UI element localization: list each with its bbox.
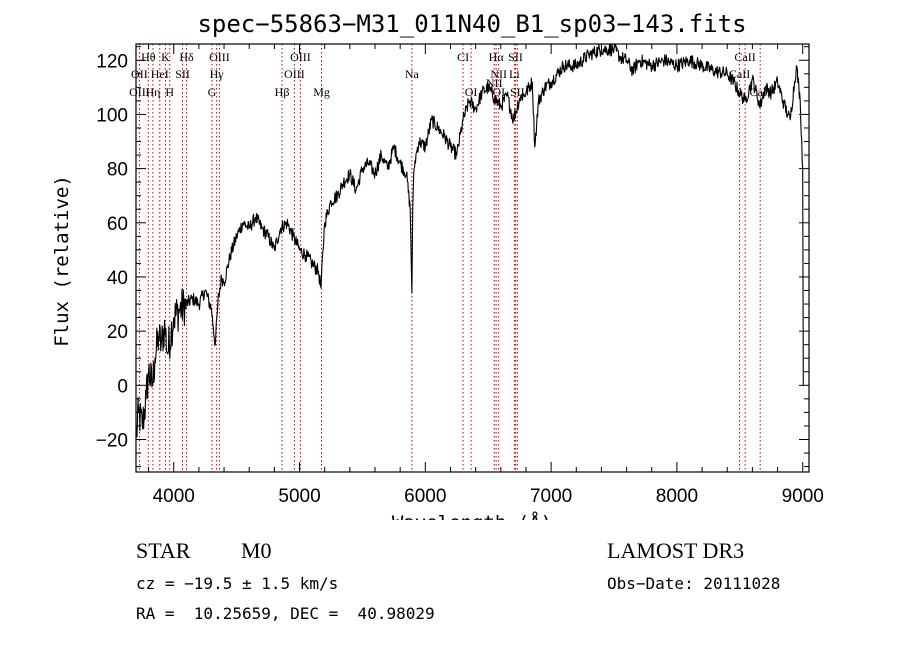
line-label: SII	[175, 67, 190, 81]
line-label: Li	[509, 67, 520, 81]
line-label: Hθ	[141, 50, 156, 64]
line-label: Mg	[313, 85, 330, 99]
x-tick-label: 6000	[404, 486, 446, 507]
line-label: OIII	[209, 50, 230, 64]
line-label: Hγ	[210, 67, 225, 81]
y-tick-label: 120	[96, 51, 128, 72]
line-label: NII	[490, 67, 507, 81]
line-label: OIII	[290, 50, 311, 64]
line-label: OIII	[284, 67, 305, 81]
line-label: OI	[465, 85, 478, 99]
line-label: K	[161, 50, 170, 64]
line-label: OIII	[129, 85, 150, 99]
x-tick-label: 9000	[782, 486, 824, 507]
obs-date: Obs−Date: 20111028	[607, 574, 781, 593]
y-axis-label: Flux (relative)	[51, 175, 73, 347]
y-tick-label: 40	[107, 268, 128, 289]
x-tick-label: 7000	[530, 486, 572, 507]
x-axis-ticks: 4000 5000 6000 7000 8000 9000	[148, 44, 824, 507]
line-markers	[138, 44, 761, 472]
chart-title: spec−55863−M31_011N40_B1_sp03−143.fits	[197, 10, 746, 38]
coordinates: RA = 10.25659, DEC = 40.98029	[136, 604, 435, 623]
line-label: CaII	[734, 50, 755, 64]
spectrum-line	[135, 43, 804, 440]
y-tick-label: −20	[96, 430, 128, 451]
line-label: CI	[457, 50, 469, 64]
line-label: Hδ	[179, 50, 194, 64]
y-tick-label: 20	[107, 322, 128, 343]
y-tick-label: 100	[96, 105, 128, 126]
line-label: G	[208, 85, 217, 99]
line-label: Hβ	[275, 85, 290, 99]
y-tick-label: 60	[107, 214, 128, 235]
line-label: SII	[508, 50, 523, 64]
line-label: H	[165, 85, 174, 99]
line-label: HeI	[151, 67, 169, 81]
survey-name: LAMOST DR3	[607, 538, 745, 563]
spectrum-chart: spec−55863−M31_011N40_B1_sp03−143.fits H…	[51, 10, 824, 520]
x-tick-label: 8000	[656, 486, 698, 507]
x-tick-label: 5000	[278, 486, 320, 507]
line-label: Hα	[489, 50, 505, 64]
redshift-text: cz = −19.5 ± 1.5 km/s	[136, 574, 339, 593]
line-label: Hη	[146, 85, 161, 99]
y-axis-ticks: −20 0 20 40 60 80 100 120	[96, 46, 809, 468]
line-label: Na	[405, 67, 420, 81]
x-tick-label: 4000	[153, 486, 195, 507]
object-subclass: M0	[241, 538, 272, 563]
y-tick-label: 0	[117, 376, 128, 397]
plot-frame	[135, 43, 810, 473]
x-axis-label: Wavelength (Å)	[392, 511, 552, 520]
y-tick-label: 80	[107, 160, 128, 181]
object-class: STAR	[136, 538, 191, 563]
